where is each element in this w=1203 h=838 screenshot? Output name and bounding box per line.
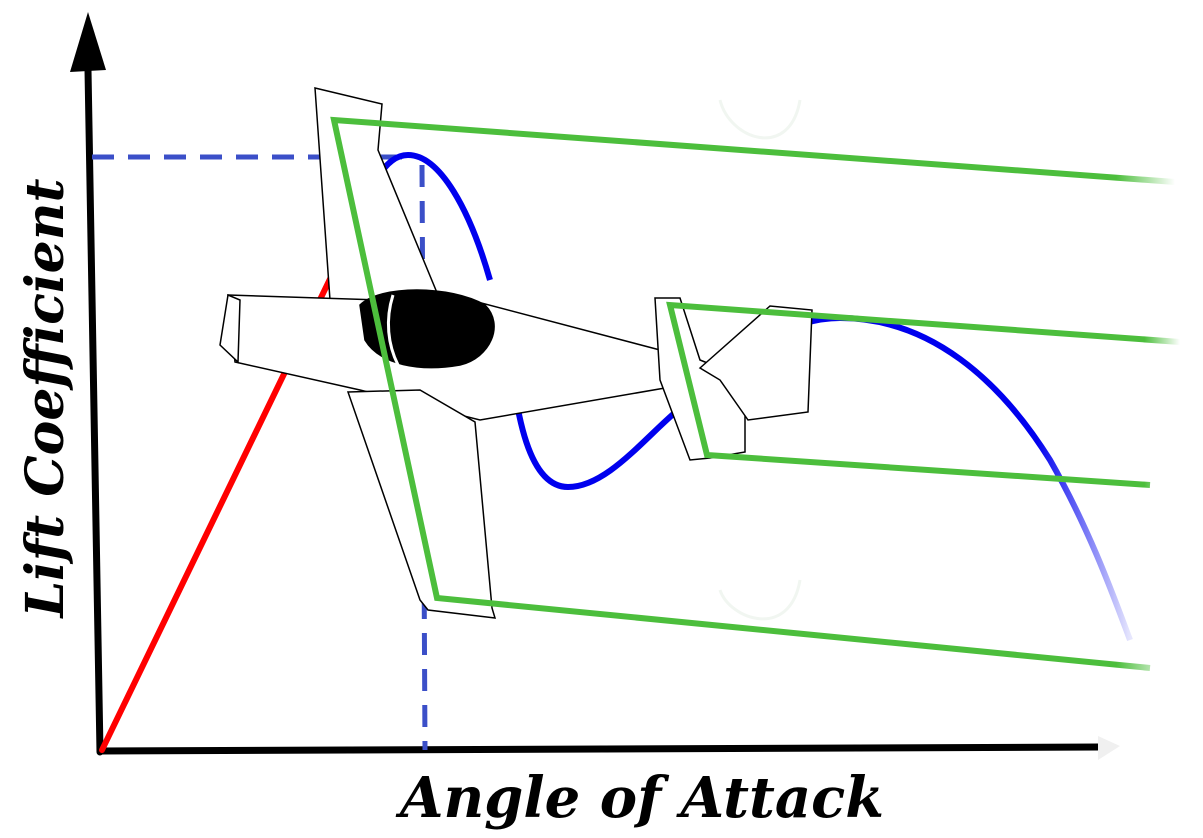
canopy-frame	[387, 294, 400, 366]
x-axis	[96, 743, 1104, 755]
green-airflow-streamlines	[330, 116, 1181, 671]
near-wing	[346, 389, 497, 619]
y-axis	[84, 66, 104, 756]
aircraft-illustration	[219, 87, 813, 619]
axes	[70, 12, 1120, 760]
y-axis-arrowhead	[70, 12, 106, 72]
streamline-tail-top	[666, 301, 1181, 488]
x-axis-label: Angle of Attack	[400, 765, 885, 831]
faint-background-marks	[718, 99, 802, 621]
streamline-wing-top	[330, 116, 1176, 671]
vertical-stabilizer	[698, 305, 813, 421]
nose-cone	[219, 293, 241, 364]
y-axis-label: Lift Coefficient	[15, 178, 76, 618]
x-axis-arrowhead	[1098, 736, 1120, 760]
